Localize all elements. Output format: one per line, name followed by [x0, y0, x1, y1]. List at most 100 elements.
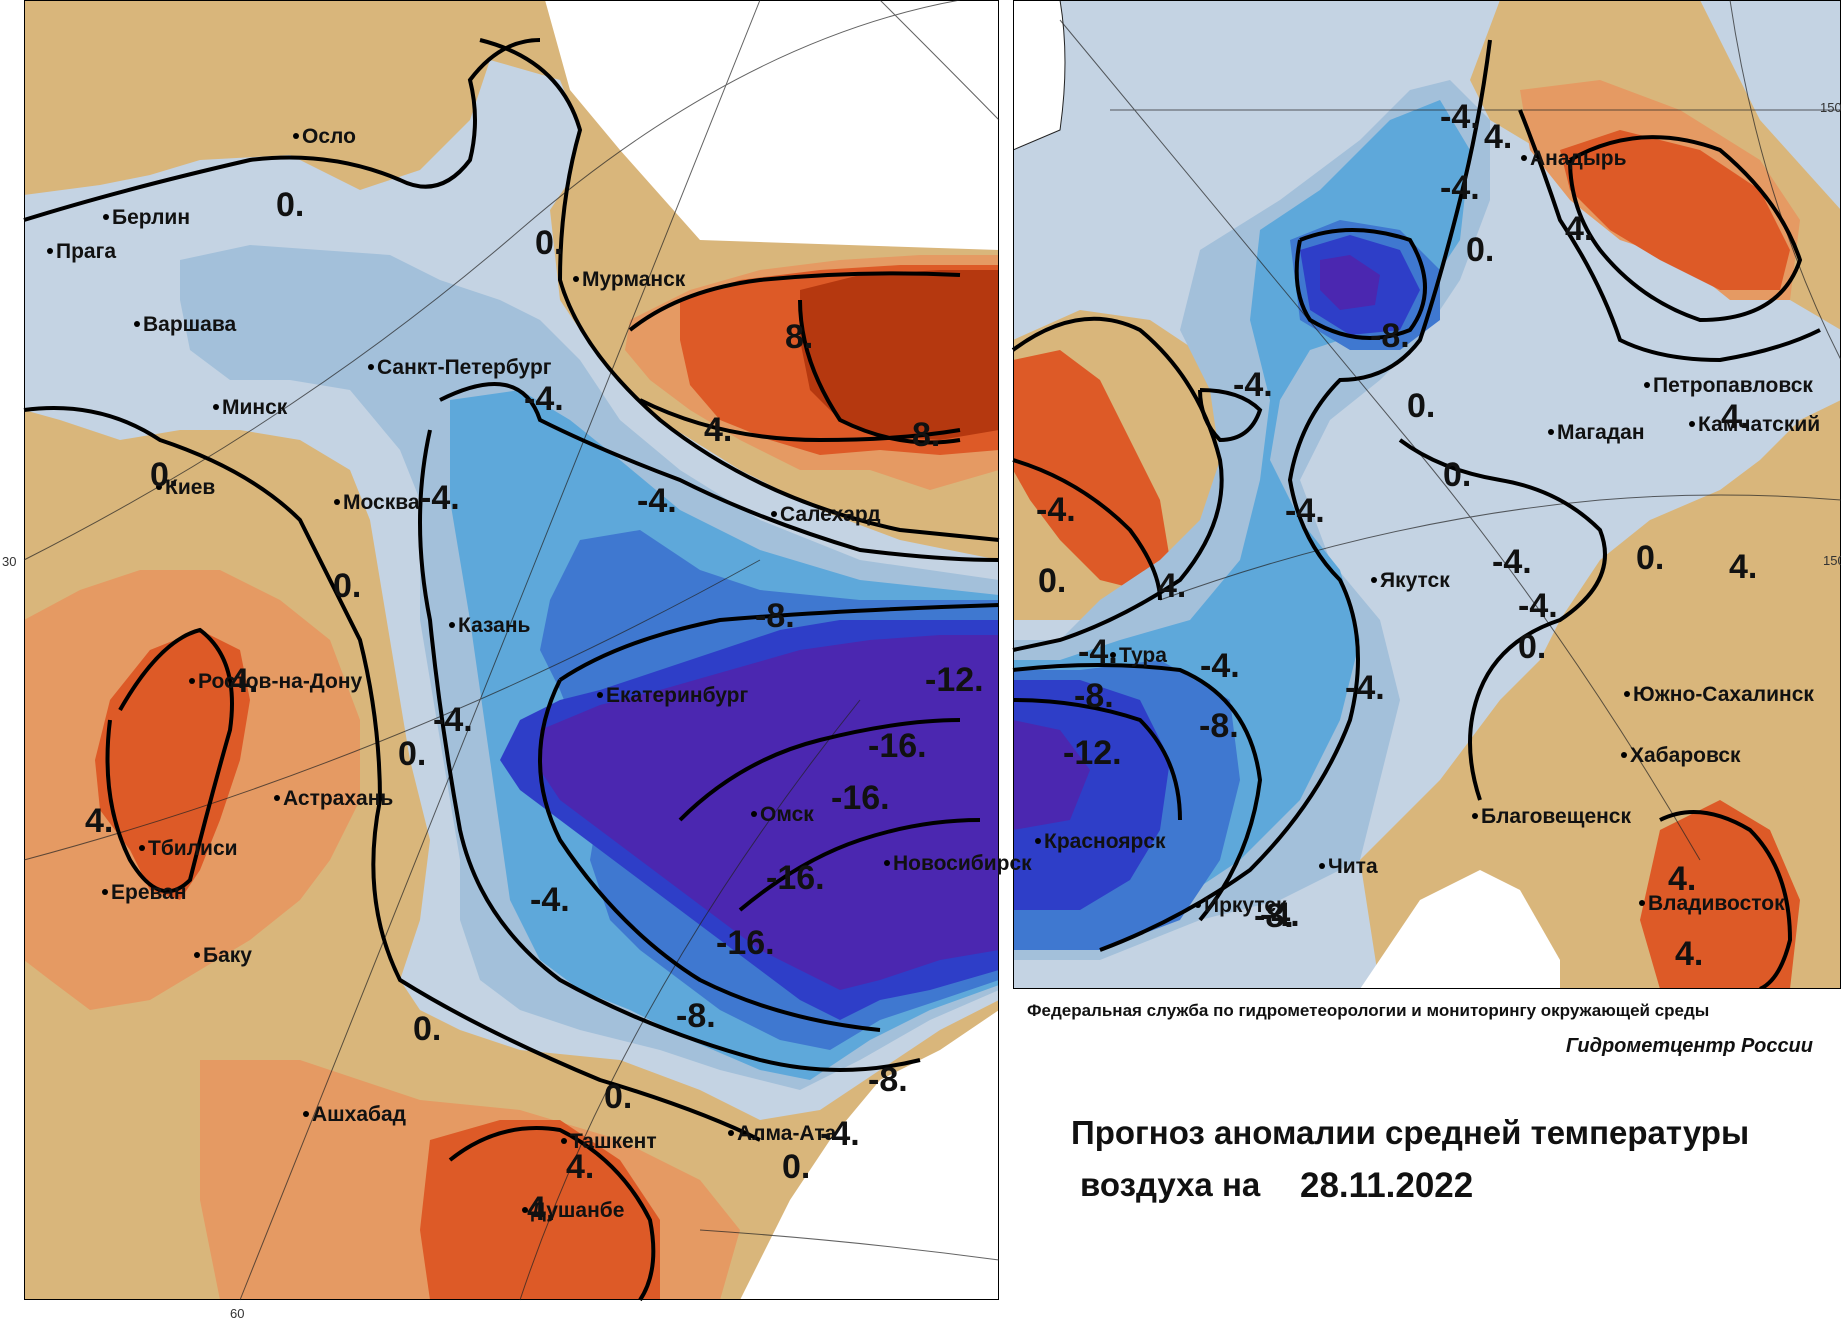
map-title-line2: воздуха на: [1080, 1166, 1261, 1203]
city-label-petropavlovsk2: Камчатский: [1698, 413, 1820, 436]
isoline-label: 0.: [398, 735, 426, 773]
city-marker-erevan: [102, 889, 108, 895]
isoline-label: -16.: [868, 727, 927, 765]
isoline-label: 0.: [535, 224, 563, 262]
city-marker-ekaterinburg: [597, 692, 603, 698]
isoline-label: 4.: [1668, 860, 1696, 898]
right-graticule: [1059, 0, 1841, 861]
isoline-label: -4.: [637, 482, 677, 520]
isoline-label: -12.: [925, 661, 984, 699]
city-label-moskva: Москва: [343, 491, 420, 514]
city-marker-vladivostok: [1639, 900, 1645, 906]
city-label-salekhard: Салехард: [780, 503, 881, 526]
isoline-label: -8.: [1370, 317, 1410, 355]
city-label-berlin: Берлин: [112, 206, 190, 229]
isoline-label: -16.: [716, 924, 775, 962]
isoline-label: 4.: [85, 802, 113, 840]
zone-warm-east-strong: [1560, 130, 1790, 290]
city-label-novosibirsk: Новосибирск: [893, 852, 1032, 875]
isoline-label: -4.: [1440, 169, 1480, 207]
isoline-label: -4.: [1285, 492, 1325, 530]
left-graticule: [23, 0, 1000, 1301]
city-marker-almaata: [728, 1130, 734, 1136]
city-marker-minsk: [213, 404, 219, 410]
isoline-label: 4.: [704, 411, 732, 449]
city-marker-murmansk: [573, 276, 579, 282]
city-marker-rostov: [189, 678, 195, 684]
city-label-tura: Тура: [1119, 644, 1167, 667]
isoline-label: 0.: [276, 186, 304, 224]
isoline-label: 0.: [150, 456, 178, 494]
isoline-label: 0.: [1038, 562, 1066, 600]
axis-label-lon60: 60: [230, 1306, 244, 1321]
city-marker-petropavlovsk1: [1644, 382, 1650, 388]
isoline-label: -4.: [1078, 633, 1118, 671]
city-label-astrakhan: Астрахань: [283, 787, 393, 810]
city-label-murmansk: Мурманск: [582, 268, 686, 291]
isoline-label: 4.: [1565, 210, 1593, 248]
isoline-label: 0.: [1636, 539, 1664, 577]
isoline-label: -4.: [1345, 669, 1385, 707]
isoline-labels: 0.0.0.0.0.0.0.0.4.4.4.4.4.8.8.-4.-4. -4.-…: [85, 98, 1757, 1228]
city-marker-moskva: [334, 499, 340, 505]
isoline-label: -4.: [1200, 647, 1240, 685]
city-label-vladivostok: Владивосток: [1648, 892, 1785, 915]
city-label-yakutsk: Якутск: [1380, 569, 1450, 592]
sea-area: [1360, 870, 1560, 989]
isoline-label: 0.: [333, 567, 361, 605]
isoline-label: 0.: [413, 1010, 441, 1048]
city-marker-irkutsk: [1195, 902, 1201, 908]
city-label-krasnoyarsk: Красноярск: [1044, 830, 1166, 853]
isoline-label: 0.: [1466, 231, 1494, 269]
isoline-label: -4.: [524, 380, 564, 418]
isoline-label: 4.: [1729, 548, 1757, 586]
city-marker-kazan: [449, 622, 455, 628]
city-label-yuzhno: Южно-Сахалинск: [1633, 683, 1814, 706]
isoline-label: 0.: [1518, 628, 1546, 666]
city-marker-petropavlovsk2: [1689, 421, 1695, 427]
city-label-chita: Чита: [1328, 855, 1378, 878]
forecast-date: 28.11.2022: [1300, 1166, 1474, 1205]
city-marker-chita: [1319, 863, 1325, 869]
zone-cold-right-very-strong: [1013, 235, 1420, 910]
isoline-label: 4.: [1721, 398, 1749, 436]
isoline-label: 0.: [1407, 387, 1435, 425]
isoline-label: -4.: [420, 479, 460, 517]
city-marker-blagoveshchensk: [1472, 813, 1478, 819]
zone-warm-south-medium: [420, 1120, 660, 1300]
city-label-petropavlovsk1: Петропавловск: [1653, 374, 1813, 397]
city-marker-varshava: [134, 321, 140, 327]
isoline-label: -4.: [1036, 491, 1076, 529]
city-label-irkutsk: Иркутск: [1204, 894, 1287, 917]
city-label-magadan: Магадан: [1557, 421, 1645, 444]
isoline-label: -4.: [1518, 587, 1558, 625]
isoline-label: -16.: [766, 859, 825, 897]
city-label-blagoveshchensk: Благовещенск: [1481, 805, 1631, 828]
city-marker-tbilisi: [139, 845, 145, 851]
city-label-spb: Санкт-Петербург: [377, 356, 552, 379]
zone-cold-extreme: [540, 635, 999, 990]
city-label-kiev: Киев: [165, 476, 215, 499]
isoline-label: -4.: [1260, 896, 1300, 934]
agency-name: Федеральная служба по гидрометеорологии …: [1027, 1001, 1710, 1020]
city-marker-baku: [194, 952, 200, 958]
isoline-label: 8.: [785, 318, 813, 356]
isoline-label: 4.: [527, 1190, 555, 1228]
isoline-label: -4.: [820, 1115, 860, 1153]
city-label-dushanbe: Душанбе: [531, 1199, 624, 1222]
isoline-label: 4.: [1158, 567, 1186, 605]
city-marker-yuzhno: [1624, 691, 1630, 697]
isoline-label: -16.: [831, 779, 890, 817]
title-panel: Федеральная служба по гидрометеорологии …: [1013, 989, 1841, 1324]
city-labels: Осло Берлин Прага Варшава Минск Киев Москва Сан…: [47, 125, 1820, 1222]
isoline-label: 4.: [1484, 118, 1512, 156]
isoline-label: -12.: [1063, 734, 1122, 772]
zone-cold-right-extreme: [1013, 255, 1380, 830]
right-isolines: [1011, 39, 1821, 991]
city-marker-astrakhan: [274, 795, 280, 801]
city-marker-khabarovsk: [1621, 752, 1627, 758]
right-map-panel: [1011, 0, 1841, 991]
city-label-rostov: Ростов-на-Дону: [198, 670, 363, 693]
city-label-tbilisi: Тбилиси: [148, 837, 238, 860]
isoline-label: -8.: [1199, 707, 1239, 745]
